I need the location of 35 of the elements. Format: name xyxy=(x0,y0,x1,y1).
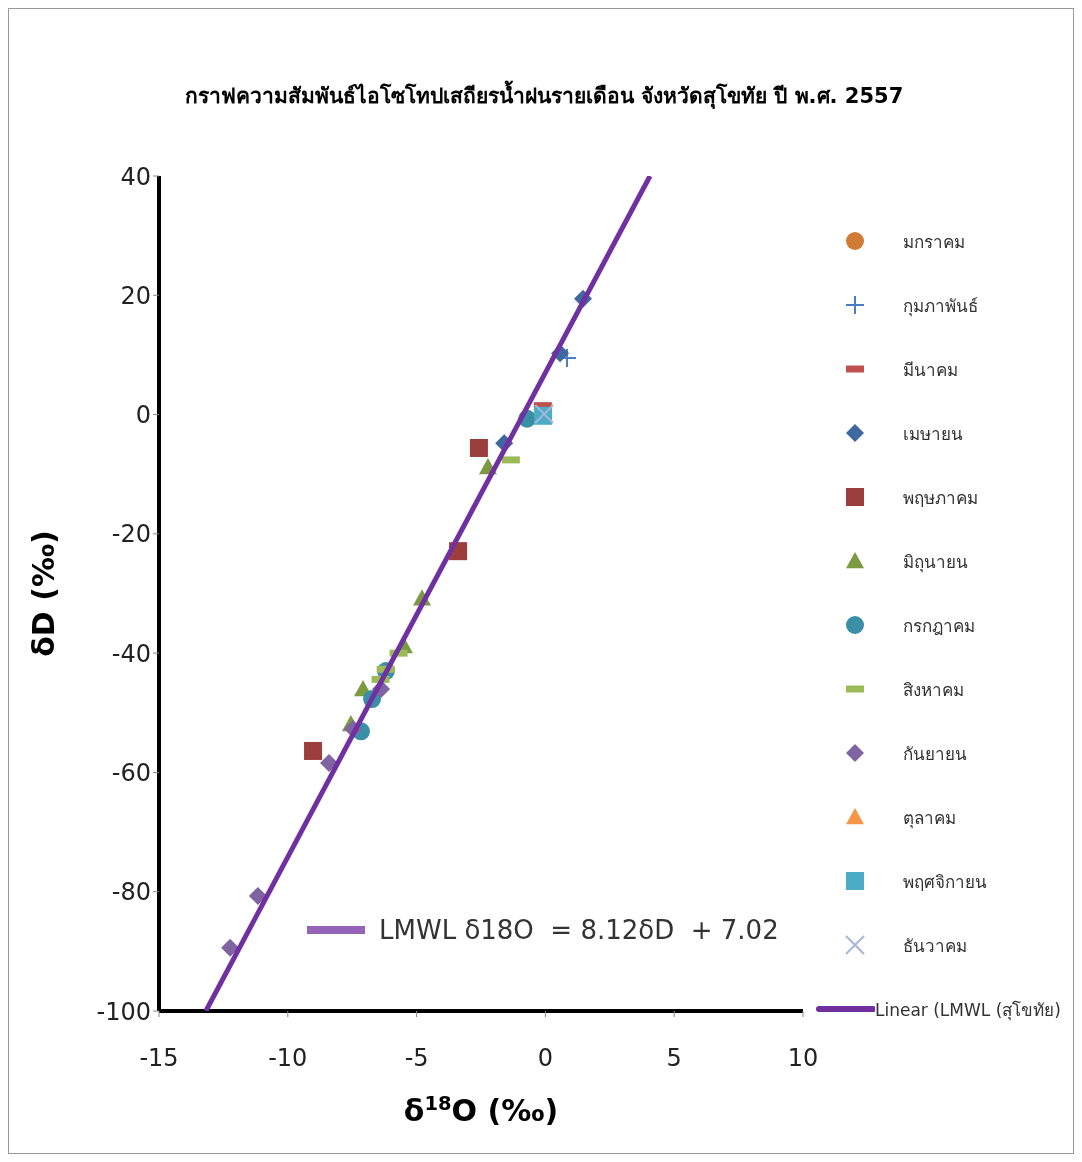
y-tick-label: 20 xyxy=(120,281,151,310)
y-tick-label: -80 xyxy=(111,878,151,907)
x-tick-label: -15 xyxy=(139,1044,179,1073)
point xyxy=(304,741,323,760)
legend-label: สิงหาคม xyxy=(903,678,964,702)
x-tick-label: 5 xyxy=(666,1044,682,1073)
point xyxy=(221,938,240,957)
legend-label: มิถุนายน xyxy=(903,550,968,575)
legend-label: ตุลาคม xyxy=(903,806,956,831)
legend-label: มกราคม xyxy=(903,230,965,254)
legend-label: เมษายน xyxy=(903,422,963,446)
legend-label: กรกฎาคม xyxy=(903,614,975,638)
y-tick-label: -100 xyxy=(96,997,151,1026)
legend-label: Linear (LMWL (สุโขทัย) xyxy=(875,998,1061,1023)
x-axis-title: δ$^{18}$O (‰) xyxy=(403,1091,559,1128)
y-tick-label: -20 xyxy=(111,520,151,549)
x-tick-label: 10 xyxy=(787,1044,819,1073)
x-tick-label: -5 xyxy=(404,1044,429,1073)
legend-label: พฤศจิกายน xyxy=(903,870,987,894)
x-tick-label: 0 xyxy=(537,1044,554,1073)
point xyxy=(469,438,488,457)
y-tick-label: 40 xyxy=(120,162,151,191)
legend-label: กันยายน xyxy=(903,742,967,766)
y-tick-label: -60 xyxy=(111,758,151,787)
legend-label: มีนาคม xyxy=(903,358,958,382)
legend-label: พฤษภาคม xyxy=(903,486,978,510)
legend-label: ธันวาคม xyxy=(903,934,967,958)
y-axis-title: δD (‰) xyxy=(26,530,61,657)
y-tick-label: 0 xyxy=(135,401,151,430)
x-tick-label: -10 xyxy=(268,1044,308,1073)
annotation: LMWL δ18O = 8.12δD + 7.02 xyxy=(379,915,779,945)
y-tick-label: -40 xyxy=(111,639,151,668)
legend-label: กุมภาพันธ์ xyxy=(903,294,978,319)
point xyxy=(248,886,267,905)
chart-title: กราฟความสัมพันธ์ไอโซโทปเสถียรน้ำฝนรายเดือน จังหวัดสุโขทัย ปี พ.ศ. 2557 xyxy=(183,79,905,111)
